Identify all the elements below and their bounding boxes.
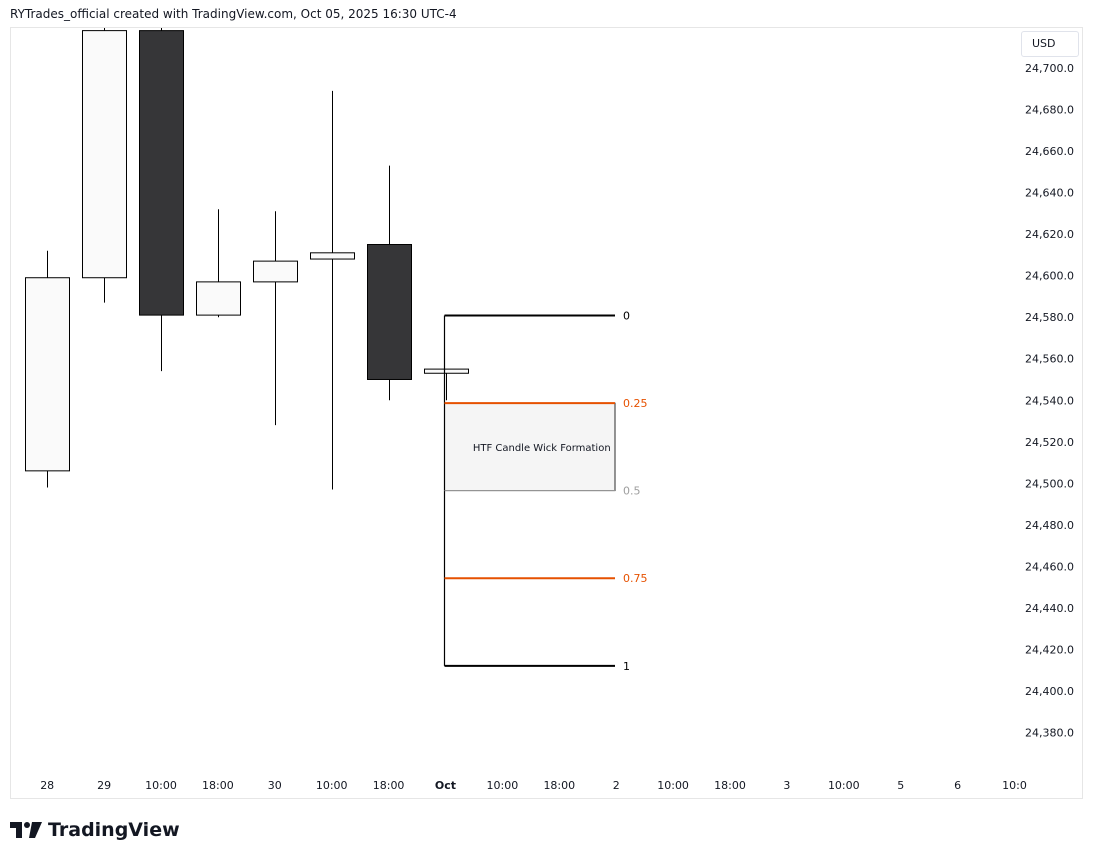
price-tick-label: 24,640.0 — [1025, 187, 1074, 200]
candle-body — [82, 30, 127, 279]
chart-frame — [10, 27, 1083, 799]
price-tick-label: 24,580.0 — [1025, 311, 1074, 324]
time-tick-label: 2 — [613, 779, 620, 792]
zone-label: HTF Candle Wick Formation — [473, 443, 611, 454]
price-tick-label: 24,700.0 — [1025, 62, 1074, 75]
chart-attribution: RYTrades_official created with TradingVi… — [10, 7, 457, 21]
time-tick-label: 10:00 — [145, 779, 177, 792]
time-tick-label: 18:00 — [202, 779, 234, 792]
fib-level-label: 0.75 — [623, 572, 648, 585]
time-tick-label: 6 — [954, 779, 961, 792]
time-tick-label: 10:0 — [1002, 779, 1027, 792]
price-tick-label: 24,620.0 — [1025, 228, 1074, 241]
fib-level-label: 1 — [623, 660, 630, 673]
price-tick-label: 24,420.0 — [1025, 643, 1074, 656]
time-axis: 28 29 10:00 18:00 30 10:00 18:00 Oct 10:00 18:00 2… — [40, 779, 1027, 792]
candle-body — [424, 368, 469, 374]
candle-body — [367, 244, 412, 380]
time-tick-label: 18:00 — [373, 779, 405, 792]
time-tick-label: 29 — [97, 779, 111, 792]
time-tick-label: 18:00 — [714, 779, 746, 792]
time-tick-label: 10:00 — [828, 779, 860, 792]
fib-level-label: 0.5 — [623, 485, 641, 498]
price-tick-label: 24,380.0 — [1025, 727, 1074, 740]
price-tick-label: 24,480.0 — [1025, 519, 1074, 532]
price-tick-label: 24,660.0 — [1025, 145, 1074, 158]
fibonacci-retracement: HTF Candle Wick Formation 0 0.25 0.5 0.75 1 — [443, 310, 648, 673]
wick-formation-zone — [444, 402, 616, 492]
time-tick-label: 10:00 — [487, 779, 519, 792]
price-tick-label: 24,560.0 — [1025, 353, 1074, 366]
tradingview-logo-icon — [10, 822, 42, 838]
tradingview-logo: TradingView — [10, 818, 180, 842]
time-tick-label: 3 — [783, 779, 790, 792]
time-tick-label: 5 — [897, 779, 904, 792]
candle-body — [139, 30, 184, 316]
time-tick-label: 30 — [268, 779, 282, 792]
price-tick-label: 24,600.0 — [1025, 270, 1074, 283]
price-tick-label: 24,540.0 — [1025, 394, 1074, 407]
price-tick-label: 24,460.0 — [1025, 560, 1074, 573]
price-tick-label: 24,520.0 — [1025, 436, 1074, 449]
price-axis: 24,700.0 24,680.0 24,660.0 24,640.0 24,620.0… — [1025, 62, 1074, 740]
price-tick-label: 24,440.0 — [1025, 602, 1074, 615]
candles-layer — [25, 28, 469, 490]
candle-body — [25, 277, 70, 472]
candle-body — [310, 252, 355, 260]
time-tick-label: 28 — [40, 779, 54, 792]
time-tick-label: 18:00 — [543, 779, 575, 792]
fib-level-label: 0 — [623, 310, 630, 323]
time-tick-label: 10:00 — [316, 779, 348, 792]
time-tick-label: 10:00 — [657, 779, 689, 792]
price-tick-label: 24,500.0 — [1025, 477, 1074, 490]
candle-body — [253, 260, 298, 283]
price-tick-label: 24,680.0 — [1025, 104, 1074, 117]
time-tick-label: Oct — [435, 779, 456, 792]
tradingview-logo-text: TradingView — [48, 819, 180, 841]
candle-body — [196, 281, 241, 316]
currency-selector[interactable]: USD — [1021, 31, 1079, 57]
price-tick-label: 24,400.0 — [1025, 685, 1074, 698]
fib-level-label: 0.25 — [623, 397, 648, 410]
